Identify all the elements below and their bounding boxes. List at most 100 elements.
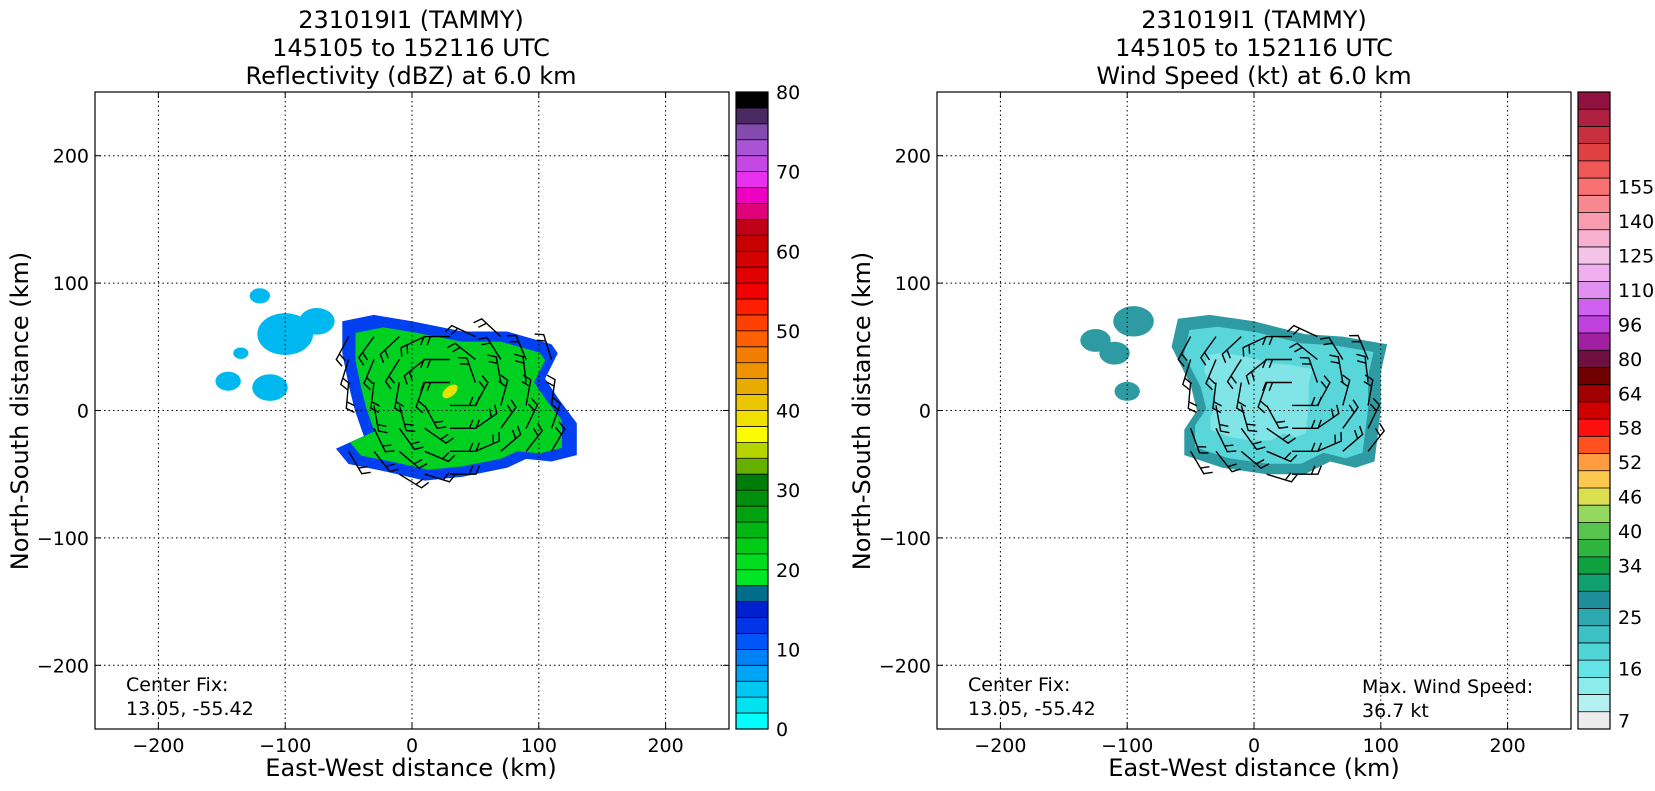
wind-title-line-2: 145105 to 152116 UTC [1115,34,1393,62]
wind-echo-patch [1080,329,1111,352]
reflectivity-plot-area: −200 −100 0 100 200 −200 −100 0 100 200 [37,91,730,757]
reflectivity-colorbar-segment [736,697,768,714]
wind-colorbar-segment [1578,660,1610,678]
reflectivity-y-tick-label: 200 [53,146,89,168]
wind-x-tick-label: −100 [1101,735,1153,757]
wind-colorbar-segment [1578,591,1610,609]
wind-colorbar-segment [1578,126,1610,144]
reflectivity-wind-barb [420,358,450,369]
wind-wind-barb [1215,450,1241,473]
wind-colorbar-segment [1578,109,1610,127]
wind-colorbar-tick-label: 52 [1618,452,1642,474]
wind-colorbar-segment [1578,401,1610,420]
wind-wind-barb [1262,381,1292,392]
reflectivity-wind-barb [473,318,502,338]
reflectivity-wind-barb [398,450,428,469]
wind-colorbar-segment [1578,92,1610,110]
reflectivity-colorbar-segment [736,283,768,300]
reflectivity-ylabel: North-South distance (km) [6,252,34,571]
wind-colorbar-tick-label: 125 [1618,246,1654,268]
reflectivity-wind-barbs [335,318,566,489]
reflectivity-y-tick-label: −100 [37,528,89,550]
reflectivity-wind-barb [478,336,502,360]
reflectivity-center-fix-value: 13.05, -55.42 [126,698,254,720]
wind-colorbar-segment [1578,694,1610,713]
reflectivity-colorbar-tick-label: 30 [776,480,800,502]
reflectivity-core [442,384,458,399]
reflectivity-echo-patch [215,371,241,391]
reflectivity-x-tick-label: −100 [259,735,311,757]
reflectivity-wind-barb [474,375,489,406]
wind-wind-barb [1181,359,1193,391]
reflectivity-wind-barb [398,473,430,489]
reflectivity-wind-barb [373,427,395,453]
reflectivity-wind-barb [373,405,388,434]
reflectivity-wind-barb [446,342,476,361]
wind-wind-barb [1266,450,1298,463]
wind-speed-panel: 231019I1 (TAMMY) 145105 to 152116 UTC Wi… [848,6,1654,782]
reflectivity-wind-barb [403,358,426,385]
reflectivity-colorbar-segment [736,601,768,618]
reflectivity-panel: 231019I1 (TAMMY) 145105 to 152116 UTC Re… [6,6,800,782]
wind-wind-barb [1317,432,1343,452]
wind-wind-barb [1320,336,1344,360]
reflectivity-echo-patch [299,308,335,335]
reflectivity-colorbar-segment [736,123,768,141]
reflectivity-colorbar-segment [736,107,768,125]
wind-colorbar-tick-label: 34 [1618,555,1642,577]
reflectivity-colorbar-segment [736,251,768,268]
reflectivity-data-field [215,288,577,489]
wind-center-fix-value: 13.05, -55.42 [968,698,1096,720]
wind-colorbar-tick-label: 80 [1618,349,1642,371]
reflectivity-wind-barb [545,374,556,406]
reflectivity-wind-barb [400,335,425,357]
reflectivity-wind-barb [424,405,447,429]
reflectivity-wind-barb [398,405,416,433]
wind-colorbar-frame [1577,91,1611,730]
wind-wind-barb [1226,359,1242,390]
reflectivity-y-tick-label: −200 [37,655,89,677]
reflectivity-wind-barb [339,359,351,391]
reflectivity-colorbar-segment [736,442,768,459]
reflectivity-wind-barb [424,450,456,463]
reflectivity-wind-barb [357,336,375,366]
wind-wind-barb [1342,425,1364,452]
wind-wind-barb [1199,336,1217,366]
wind-wind-barb [1212,382,1223,414]
wind-wind-barb [1215,405,1230,434]
reflectivity-colorbar-segment [736,394,768,411]
wind-colorbar-segment [1578,625,1610,644]
wind-wind-barb [1221,336,1242,363]
wind-wind-barb [1292,465,1322,475]
wind-ylabel: North-South distance (km) [848,252,876,571]
reflectivity-colorbar-segment [736,521,768,539]
wind-colorbar-segment [1578,608,1610,627]
wind-colorbar-segment [1578,315,1610,334]
wind-colorbar-tick-label: 7 [1618,710,1630,732]
wind-colorbar-segment [1578,522,1610,540]
reflectivity-colorbar-segment [736,569,768,586]
reflectivity-colorbar-segment [736,155,768,172]
reflectivity-y-tick-label: 0 [77,401,89,423]
reflectivity-colorbar-tick-label: 10 [776,639,800,661]
reflectivity-wind-barb [415,382,426,414]
wind-colorbar-segment [1578,487,1610,506]
reflectivity-colorbar: 0 10 20 30 40 50 60 70 80 [735,82,800,741]
reflectivity-colorbar-segment [736,665,768,682]
reflectivity-title-line-3: Reflectivity (dBZ) at 6.0 km [246,62,577,90]
reflectivity-colorbar-tick-label: 60 [776,241,800,263]
reflectivity-wind-barb [373,450,399,473]
wind-wind-barb [1189,428,1209,454]
reflectivity-wind-barb [457,356,477,383]
wind-wind-barb [1266,472,1298,483]
reflectivity-wind-barb [420,335,450,346]
reflectivity-colorbar-segment [736,553,768,571]
reflectivity-colorbar-segment [736,362,768,379]
reflectivity-colorbar-segment [736,330,768,348]
wind-wind-barb [1367,397,1381,429]
wind-wind-barb [1329,354,1344,383]
wind-colorbar-tick-label: 140 [1618,211,1654,233]
wind-colorbar-segment [1578,350,1610,368]
reflectivity-wind-barb [379,336,400,363]
reflectivity-center-fix-label: Center Fix: [126,674,228,696]
